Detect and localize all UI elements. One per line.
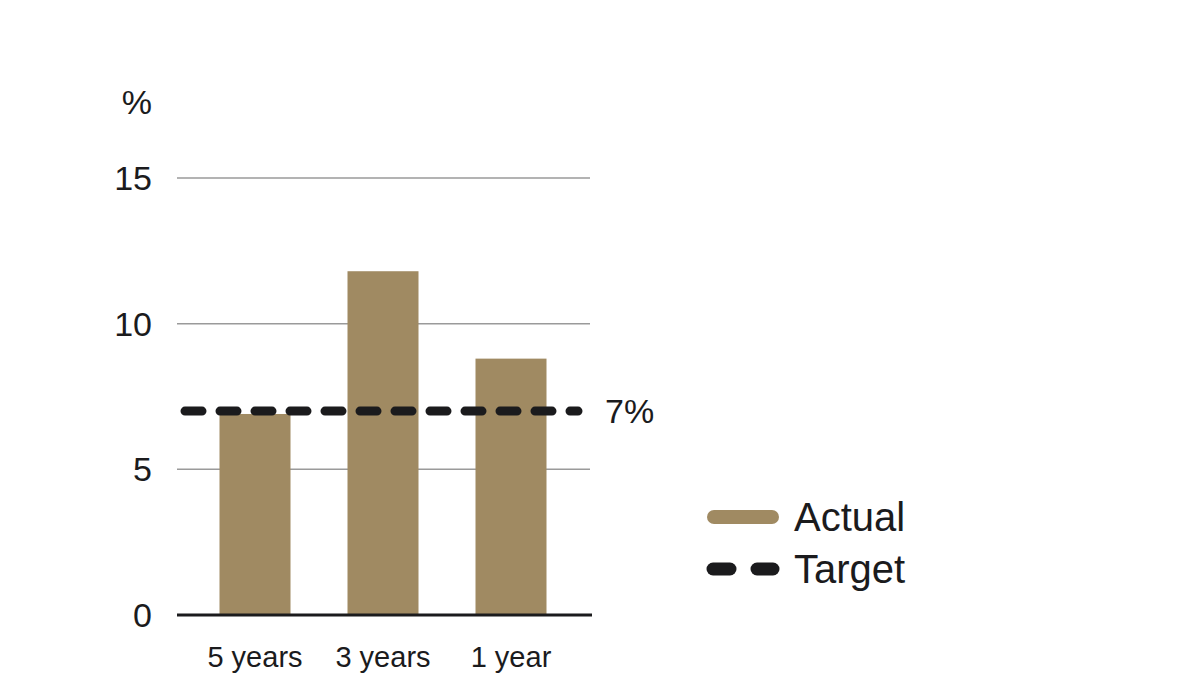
legend: Actual Target <box>713 495 905 591</box>
y-axis-label: % <box>122 83 152 121</box>
y-tick-label: 0 <box>133 596 152 634</box>
legend-swatch <box>714 510 772 524</box>
x-tick-label: 1 year <box>471 641 552 673</box>
legend-swatch <box>713 563 730 576</box>
x-tick-label: 3 years <box>335 641 430 673</box>
y-tick-label: 5 <box>133 450 152 488</box>
annotation: 7% <box>605 392 654 430</box>
grid-line <box>177 177 590 179</box>
x-tick-label: 5 years <box>207 641 302 673</box>
bar <box>476 359 547 615</box>
target-line <box>185 407 578 416</box>
plot-data <box>220 271 547 615</box>
legend-label: Actual <box>794 495 905 539</box>
chart-svg: 0 5 10 15% 5 years 3 years 1 year 7% Actual Targe… <box>0 0 1200 675</box>
legend-label: Target <box>794 547 905 591</box>
chart-container: 0 5 10 15% 5 years 3 years 1 year 7% Actual Targe… <box>0 0 1200 675</box>
y-tick-label: 10 <box>114 305 152 343</box>
bar <box>220 414 291 615</box>
legend-swatch <box>757 563 773 576</box>
y-tick-label: 15 <box>114 159 152 197</box>
bar <box>348 271 419 615</box>
x-axis-line <box>177 614 592 617</box>
